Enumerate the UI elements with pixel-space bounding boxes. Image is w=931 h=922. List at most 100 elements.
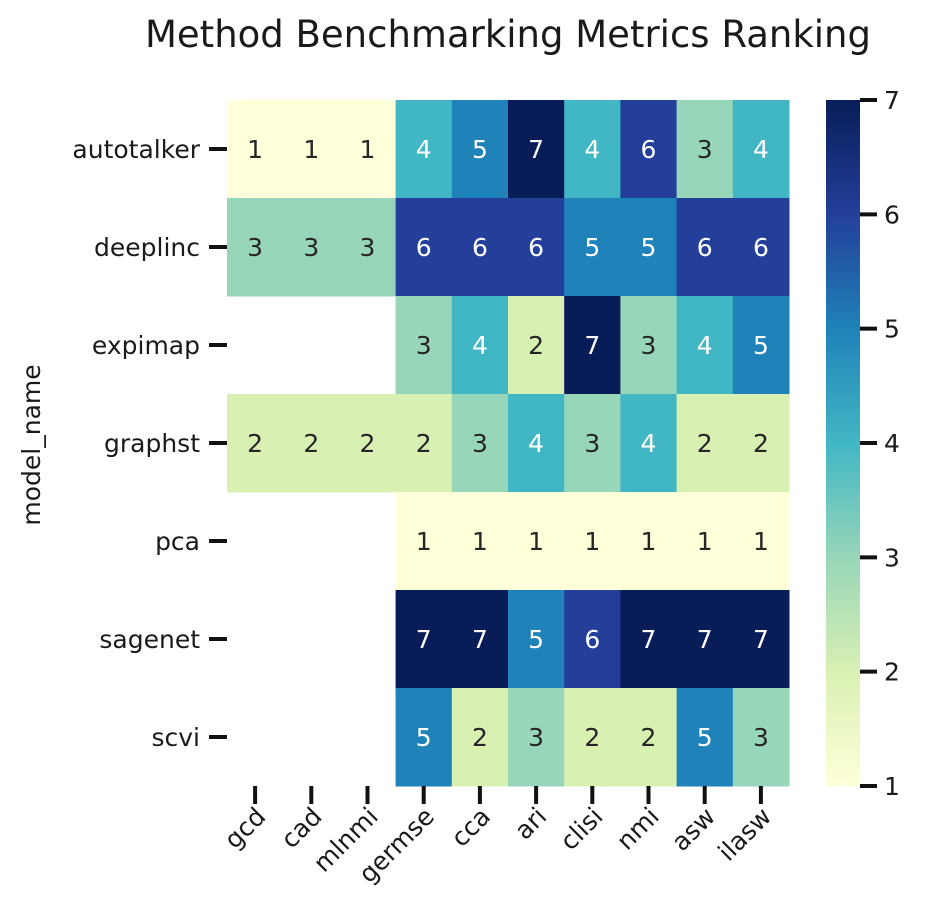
heatmap-cell — [676, 590, 734, 689]
heatmap-cell — [395, 590, 453, 689]
heatmap-cell — [451, 688, 509, 787]
cell-value-label: 4 — [753, 135, 769, 164]
cell-value-label: 3 — [360, 233, 376, 262]
heatmap-cell — [451, 590, 509, 689]
x-tick-label: clisi — [554, 802, 608, 856]
heatmap-cell — [395, 296, 453, 395]
y-axis-label: model_name — [17, 364, 46, 525]
cell-value-label: 2 — [416, 429, 432, 458]
cell-value-label: 7 — [584, 331, 600, 360]
cell-value-label: 7 — [697, 625, 713, 654]
heatmap-cell — [732, 590, 790, 689]
y-tick-label: expimap — [92, 331, 200, 360]
heatmap-cell — [676, 492, 734, 591]
cell-value-label: 1 — [641, 527, 657, 556]
cell-value-label: 7 — [472, 625, 488, 654]
y-tick-label: pca — [155, 527, 200, 556]
cell-value-label: 4 — [528, 429, 544, 458]
cell-value-label: 5 — [528, 625, 544, 654]
heatmap-cell — [451, 296, 509, 395]
heatmap-cell — [564, 688, 621, 787]
cell-value-label: 6 — [584, 625, 600, 654]
cell-value-label: 3 — [528, 723, 544, 752]
heatmap-cell — [395, 394, 453, 493]
heatmap-cell — [508, 296, 565, 395]
heatmap-cell — [564, 296, 621, 395]
heatmap-cell — [732, 492, 790, 591]
heatmap-cell — [676, 296, 734, 395]
cell-value-label: 3 — [472, 429, 488, 458]
heatmap-cell — [508, 394, 565, 493]
heatmap-cell — [451, 394, 509, 493]
cell-value-label: 2 — [472, 723, 488, 752]
heatmap-cell — [676, 394, 734, 493]
cell-value-label: 3 — [697, 135, 713, 164]
cell-value-label: 7 — [416, 625, 432, 654]
heatmap-cell — [395, 688, 453, 787]
heatmap-cell — [732, 198, 790, 297]
heatmap-cell — [564, 394, 621, 493]
heatmap-cell — [676, 100, 734, 199]
heatmap-cell — [564, 590, 621, 689]
heatmap-cell — [732, 688, 790, 787]
cell-value-label: 5 — [416, 723, 432, 752]
heatmap-cell — [676, 198, 734, 297]
heatmap-cell — [564, 492, 621, 591]
cell-value-label: 5 — [472, 135, 488, 164]
heatmap-cell — [339, 100, 397, 199]
y-tick-label: sagenet — [99, 625, 200, 654]
cell-value-label: 2 — [584, 723, 600, 752]
cell-value-label: 6 — [697, 233, 713, 262]
heatmap-cell — [395, 100, 453, 199]
cell-value-label: 7 — [641, 625, 657, 654]
cell-value-label: 1 — [247, 135, 263, 164]
heatmap-cell — [732, 394, 790, 493]
cell-value-label: 6 — [472, 233, 488, 262]
cell-value-label: 3 — [247, 233, 263, 262]
colorbar: 1 2 3 4 5 6 7 — [826, 86, 900, 801]
heatmap-cell — [339, 198, 397, 297]
x-tick-label: cca — [445, 802, 496, 853]
y-tick-label: scvi — [151, 723, 200, 752]
cell-value-label: 5 — [753, 331, 769, 360]
cell-value-label: 3 — [753, 723, 769, 752]
cell-value-label: 6 — [528, 233, 544, 262]
cell-value-label: 5 — [697, 723, 713, 752]
heatmap-cell — [283, 198, 340, 297]
cell-value-label: 2 — [247, 429, 263, 458]
cell-value-label: 6 — [641, 135, 657, 164]
cell-value-label: 4 — [472, 331, 488, 360]
cell-value-label: 7 — [753, 625, 769, 654]
colorbar-tick-label: 1 — [884, 772, 900, 801]
heatmap-cell — [283, 100, 340, 199]
heatmap-cell — [451, 492, 509, 591]
heatmap-cell — [508, 492, 565, 591]
heatmap-cell — [508, 590, 565, 689]
heatmap-cell — [451, 198, 509, 297]
cell-value-label: 3 — [416, 331, 432, 360]
heatmap-cell — [620, 688, 678, 787]
heatmap-cell — [395, 492, 453, 591]
cell-value-label: 1 — [416, 527, 432, 556]
cell-value-label: 1 — [584, 527, 600, 556]
cell-value-label: 2 — [641, 723, 657, 752]
heatmap-cell — [676, 688, 734, 787]
cell-value-label: 3 — [584, 429, 600, 458]
heatmap-cell — [620, 198, 678, 297]
heatmap-cell — [732, 100, 790, 199]
x-tick-label: ilasw — [712, 802, 777, 867]
cell-value-label: 6 — [416, 233, 432, 262]
heatmap-cell — [227, 198, 284, 297]
cell-value-label: 7 — [528, 135, 544, 164]
cell-value-label: 2 — [528, 331, 544, 360]
heatmap-cell — [339, 394, 397, 493]
heatmap-cell — [620, 492, 678, 591]
colorbar-gradient — [826, 100, 860, 786]
colorbar-tick-label: 4 — [884, 429, 900, 458]
cell-value-label: 2 — [303, 429, 319, 458]
x-tick-label: nmi — [611, 802, 665, 856]
colorbar-tick-label: 3 — [884, 543, 900, 572]
cell-value-label: 3 — [641, 331, 657, 360]
heatmap-cell — [732, 296, 790, 395]
heatmap-cell — [620, 590, 678, 689]
